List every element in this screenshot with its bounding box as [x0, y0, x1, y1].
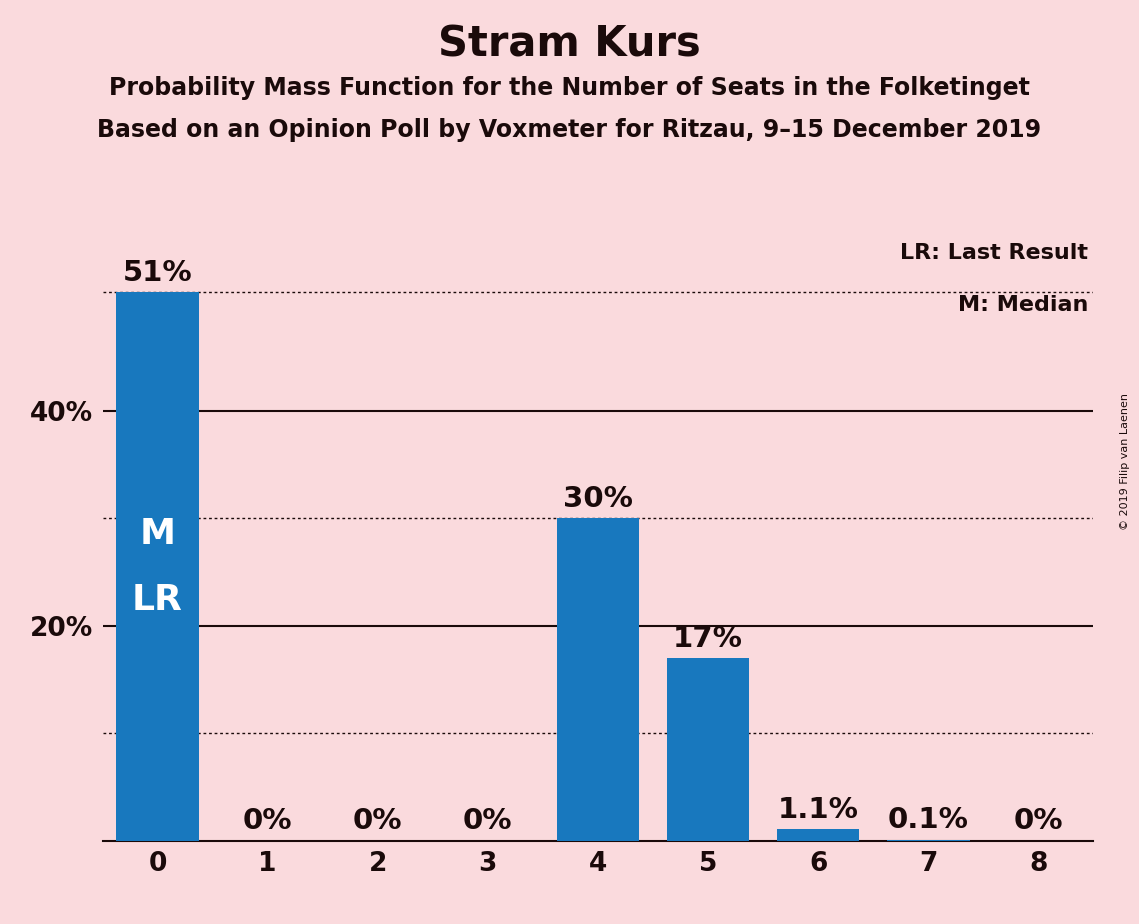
- Text: 0%: 0%: [1014, 808, 1063, 835]
- Text: 0%: 0%: [353, 808, 402, 835]
- Text: LR: LR: [132, 583, 183, 617]
- Text: M: M: [140, 517, 175, 551]
- Text: Stram Kurs: Stram Kurs: [439, 23, 700, 65]
- Text: 0.1%: 0.1%: [887, 807, 969, 834]
- Bar: [777, 829, 860, 841]
- Text: Based on an Opinion Poll by Voxmeter for Ritzau, 9–15 December 2019: Based on an Opinion Poll by Voxmeter for…: [98, 118, 1041, 142]
- Text: M: Median: M: Median: [958, 296, 1089, 315]
- Bar: [116, 293, 199, 841]
- Text: LR: Last Result: LR: Last Result: [901, 243, 1089, 263]
- Text: 0%: 0%: [464, 808, 513, 835]
- Bar: [887, 840, 969, 841]
- Text: 30%: 30%: [563, 485, 633, 513]
- Text: © 2019 Filip van Laenen: © 2019 Filip van Laenen: [1120, 394, 1130, 530]
- Bar: [557, 518, 639, 841]
- Text: 1.1%: 1.1%: [778, 796, 859, 823]
- Text: Probability Mass Function for the Number of Seats in the Folketinget: Probability Mass Function for the Number…: [109, 76, 1030, 100]
- Text: 17%: 17%: [673, 625, 743, 652]
- Text: 51%: 51%: [123, 259, 192, 287]
- Text: 0%: 0%: [243, 808, 293, 835]
- Bar: [666, 658, 749, 841]
